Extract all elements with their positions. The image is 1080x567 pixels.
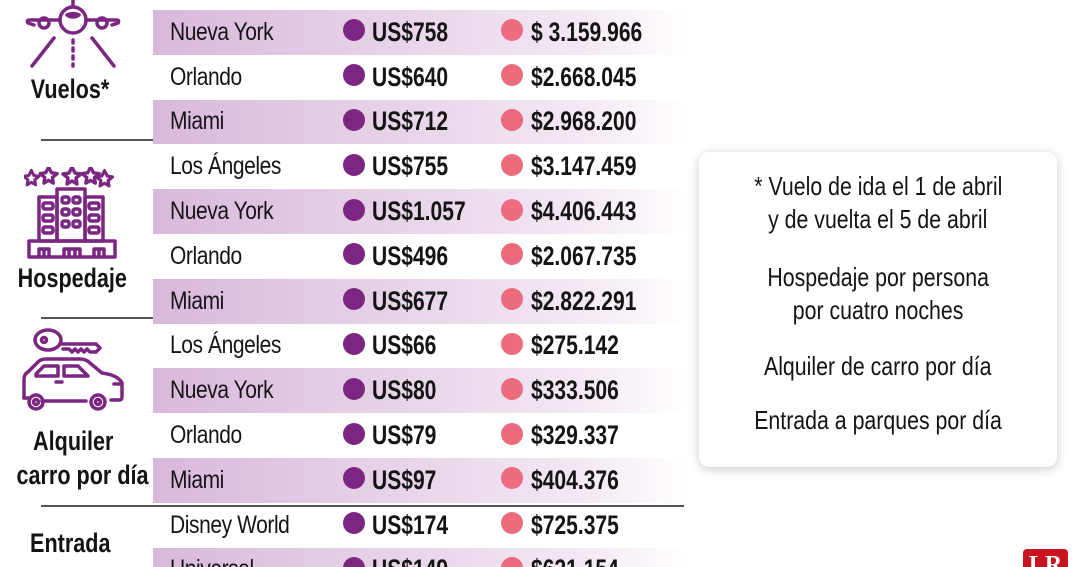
cop-value: $2.968.200	[531, 106, 637, 137]
hotel-icon	[24, 167, 117, 259]
usd-value: US$755	[372, 151, 449, 182]
usd-value: US$80	[372, 375, 437, 406]
city-name: Orlando	[170, 421, 242, 450]
table-row: Miami US$677 $2.822.291	[153, 278, 688, 324]
car-key-icon	[22, 328, 124, 411]
note-lodging: Hospedaje por persona por cuatro noches	[767, 262, 989, 325]
cop-dot-icon	[501, 198, 523, 221]
cop-dot-icon	[501, 467, 523, 490]
usd-value: US$1.057	[372, 196, 466, 227]
category-label-entrada: Entrada	[29, 528, 111, 558]
usd-dot-icon	[343, 467, 365, 490]
city-name: Orlando	[170, 241, 242, 270]
table-row: Miami US$712 $2.968.200	[153, 99, 688, 145]
cop-dot-icon	[501, 64, 523, 87]
cop-dot-icon	[501, 288, 523, 311]
table-row: Orlando US$496 $2.067.735	[153, 234, 688, 279]
usd-dot-icon	[343, 512, 365, 535]
city-name: Los Ángeles	[170, 331, 281, 360]
note-parks: Entrada a parques por día	[754, 405, 1002, 435]
cop-value: $725.375	[531, 509, 619, 540]
usd-value: US$677	[372, 285, 449, 316]
usd-dot-icon	[343, 243, 365, 266]
group-divider	[41, 505, 684, 507]
city-name: Nueva York	[170, 197, 274, 226]
table-row: Nueva York US$80 $333.506	[153, 368, 688, 414]
usd-value: US$712	[372, 106, 449, 137]
city-name: Nueva York	[170, 17, 274, 46]
usd-dot-icon	[343, 19, 365, 42]
table-row: Los Ángeles US$66 $275.142	[153, 324, 688, 369]
cop-value: $621.154	[531, 554, 619, 567]
city-name: Los Ángeles	[170, 152, 281, 181]
brand-logo: LR	[1023, 549, 1068, 567]
category-label-vuelos: Vuelos*	[30, 74, 110, 104]
table-row: Miami US$97 $404.376	[153, 457, 688, 503]
usd-dot-icon	[343, 332, 365, 355]
cop-dot-icon	[501, 19, 523, 42]
airplane-icon	[25, 0, 121, 68]
city-name: Disney World	[170, 510, 290, 539]
cop-dot-icon	[501, 332, 523, 355]
category-label-hospedaje: Hospedaje	[17, 263, 128, 293]
table-row: Orlando US$79 $329.337	[153, 413, 688, 458]
cop-value: $2.668.045	[531, 61, 637, 92]
city-name: Miami	[170, 107, 224, 136]
cop-value: $3.147.459	[531, 151, 637, 182]
usd-dot-icon	[343, 377, 365, 400]
cop-value: $404.376	[531, 464, 619, 495]
table-row: Nueva York US$758 $ 3.159.966	[153, 10, 688, 55]
usd-value: US$758	[372, 16, 449, 47]
usd-dot-icon	[343, 556, 365, 567]
cop-value: $2.822.291	[531, 285, 637, 316]
usd-dot-icon	[343, 288, 365, 311]
cop-value: $275.142	[531, 330, 619, 361]
table-row: Los Ángeles US$755 $3.147.459	[153, 144, 688, 189]
cop-value: $4.406.443	[531, 196, 637, 227]
usd-value: US$174	[372, 509, 449, 540]
usd-value: US$149	[372, 554, 448, 567]
usd-dot-icon	[343, 108, 365, 131]
usd-value: US$97	[372, 464, 437, 495]
city-name: Miami	[170, 286, 224, 315]
cop-dot-icon	[501, 243, 523, 266]
price-table: Nueva York US$758 $ 3.159.966 Orlando US…	[153, 10, 688, 567]
cop-value: $333.506	[531, 375, 619, 406]
city-name: Miami	[170, 465, 224, 494]
usd-value: US$66	[372, 330, 437, 361]
usd-dot-icon	[343, 422, 365, 445]
usd-dot-icon	[343, 153, 365, 176]
cop-dot-icon	[501, 108, 523, 131]
usd-value: US$79	[372, 420, 437, 451]
table-row: Orlando US$640 $2.668.045	[153, 55, 688, 100]
notes-card: * Vuelo de ida el 1 de abril y de vuelta …	[699, 152, 1057, 467]
cop-dot-icon	[501, 153, 523, 176]
note-flight: * Vuelo de ida el 1 de abril y de vuelta …	[753, 171, 1003, 234]
cop-value: $ 3.159.966	[531, 16, 643, 47]
cop-dot-icon	[501, 422, 523, 445]
cop-value: $2.067.735	[531, 240, 637, 271]
city-name: Nueva York	[170, 376, 274, 405]
cop-dot-icon	[501, 512, 523, 535]
table-row: Universal US$149 $621.154	[153, 547, 688, 567]
cop-dot-icon	[501, 556, 523, 567]
table-row: Nueva York US$1.057 $4.406.443	[153, 189, 688, 234]
cop-value: $329.337	[531, 420, 619, 451]
table-row: Disney World US$174 $725.375	[153, 503, 688, 548]
usd-dot-icon	[343, 64, 365, 87]
usd-value: US$640	[372, 61, 449, 92]
usd-value: US$496	[372, 240, 449, 271]
city-name: Universal	[170, 555, 254, 567]
city-name: Orlando	[170, 62, 242, 91]
cop-dot-icon	[501, 377, 523, 400]
usd-dot-icon	[343, 198, 365, 221]
note-car: Alquiler de carro por día	[764, 351, 992, 381]
category-label-alquiler: Alquiler carro por día	[16, 426, 149, 490]
